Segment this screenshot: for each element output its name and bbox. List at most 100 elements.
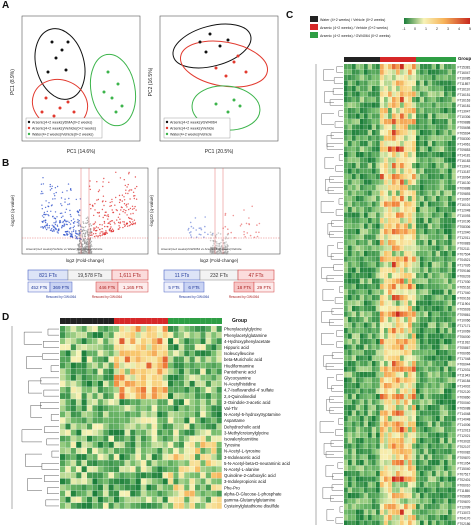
- d-cell: [151, 374, 157, 381]
- c-cell: [388, 421, 392, 427]
- c-cell: [372, 234, 376, 240]
- c-cell: [416, 207, 420, 213]
- c-cell: [364, 333, 368, 339]
- c-cell: [356, 317, 360, 323]
- c-cell: [400, 317, 404, 323]
- c-cell: [412, 278, 416, 284]
- c-cell: [380, 361, 384, 367]
- d-cell: [162, 399, 168, 406]
- volcano-point: [86, 239, 88, 241]
- c-cell: [392, 333, 396, 339]
- c-cell: [348, 157, 352, 163]
- c-cell: [436, 163, 440, 169]
- c-cell: [388, 498, 392, 504]
- c-cell: [384, 273, 388, 279]
- d-cell: [60, 478, 66, 485]
- c-cell: [424, 427, 428, 433]
- c-cell: [352, 344, 356, 350]
- d-cell: [124, 460, 130, 467]
- c-cell: [448, 509, 452, 515]
- c-cell: [412, 366, 416, 372]
- c-dendro-branch: [327, 245, 334, 257]
- d-cell: [178, 460, 184, 467]
- c-row-label: FT08306: [458, 225, 471, 229]
- c-cell: [428, 130, 432, 136]
- c-cell: [436, 218, 440, 224]
- c-row-label: FT17040: [458, 291, 471, 295]
- d-cell: [141, 362, 147, 369]
- c-row-label: FT00040: [458, 401, 471, 405]
- c-cell: [428, 322, 432, 328]
- c-cell: [412, 141, 416, 147]
- c-cell: [424, 509, 428, 515]
- c-cell: [388, 119, 392, 125]
- volcano-point: [69, 235, 72, 238]
- c-cell: [452, 344, 456, 350]
- c-cell: [404, 163, 408, 169]
- c-scale-tick: 3: [447, 27, 449, 31]
- c-cell: [428, 157, 432, 163]
- c-cell: [348, 212, 352, 218]
- c-cell: [376, 295, 380, 301]
- c-cell: [440, 141, 444, 147]
- c-cell: [440, 223, 444, 229]
- c-cell: [400, 135, 404, 141]
- c-cell: [400, 372, 404, 378]
- c-cell: [424, 267, 428, 273]
- c-cell: [420, 251, 424, 257]
- c-cell: [424, 482, 428, 488]
- d-cell: [76, 368, 82, 375]
- d-cell: [146, 417, 152, 424]
- c-cell: [424, 333, 428, 339]
- c-cell: [404, 317, 408, 323]
- c-cell: [428, 278, 432, 284]
- d-cell: [97, 399, 103, 406]
- c-cell: [388, 311, 392, 317]
- volcano-point: [224, 250, 226, 253]
- volcano-point: [42, 177, 44, 179]
- c-cell: [364, 449, 368, 455]
- d-cell: [119, 338, 125, 345]
- c-cell: [448, 306, 452, 312]
- volcano-point: [50, 229, 52, 231]
- c-cell: [432, 410, 436, 416]
- c-dendro-branch: [322, 289, 334, 301]
- c-cell: [372, 240, 376, 246]
- d-cell: [216, 502, 222, 509]
- c-cell: [412, 234, 416, 240]
- c-cell: [352, 124, 356, 130]
- volcano-point: [73, 222, 75, 224]
- c-cell: [372, 339, 376, 345]
- c-cell: [444, 190, 448, 196]
- d-cell: [81, 423, 87, 430]
- c-cell: [416, 135, 420, 141]
- d-cell: [97, 417, 103, 424]
- c-cell: [384, 498, 388, 504]
- d-cell: [124, 405, 130, 412]
- c-cell: [388, 355, 392, 361]
- c-cell: [344, 240, 348, 246]
- c-cell: [376, 372, 380, 378]
- c-cell: [392, 212, 396, 218]
- c-cell: [396, 394, 400, 400]
- c-group-cell: [436, 57, 440, 62]
- c-cell: [412, 515, 416, 521]
- c-cell: [360, 366, 364, 372]
- c-cell: [420, 416, 424, 422]
- c-cell: [416, 487, 420, 493]
- c-cell: [356, 361, 360, 367]
- c-cell: [404, 465, 408, 471]
- c-scale-ticks: -1 0 1 2 3 4 5: [402, 27, 471, 31]
- c-cell: [376, 443, 380, 449]
- c-cell: [432, 168, 436, 174]
- c-cell: [428, 383, 432, 389]
- volcano-point: [83, 222, 85, 225]
- c-cell: [412, 223, 416, 229]
- c-cell: [412, 64, 416, 70]
- volcano-point: [125, 189, 127, 191]
- volcano-point: [133, 222, 135, 225]
- volcano-point: [255, 231, 257, 233]
- c-cell: [376, 377, 380, 383]
- d-cell: [124, 478, 130, 485]
- c-row-label: FT11897: [458, 82, 471, 86]
